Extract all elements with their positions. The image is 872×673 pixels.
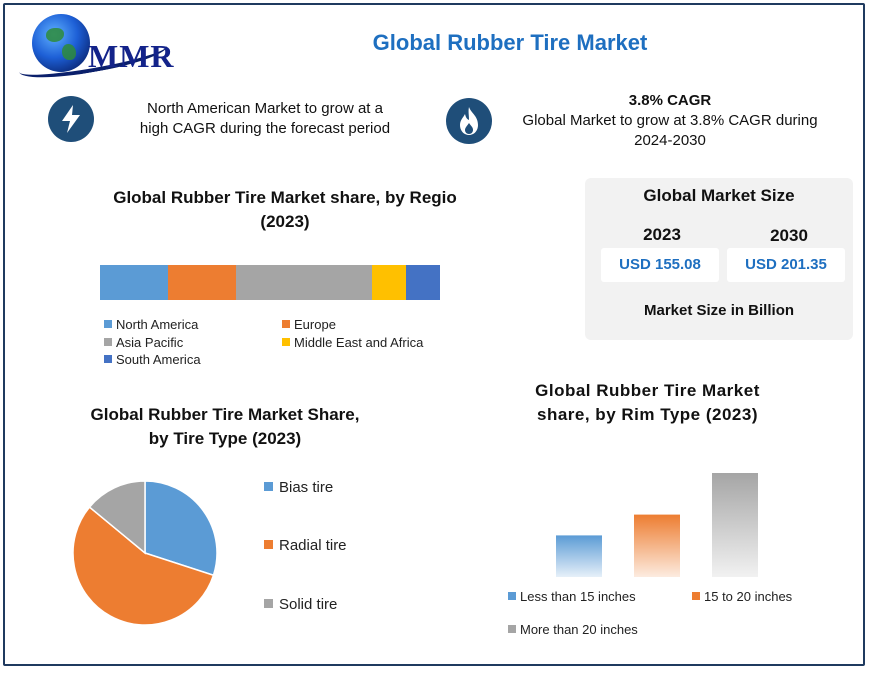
region-bar-segment-asia-pacific <box>236 265 372 300</box>
year-2030-label: 2030 <box>770 226 808 245</box>
region-chart-title: Global Rubber Tire Market share, by Regi… <box>100 186 470 234</box>
infographic-frame <box>3 3 865 666</box>
legend-swatch <box>264 540 273 549</box>
highlight-line: Global Market to grow at 3.8% CAGR durin… <box>522 112 818 129</box>
legend-item-less-than-15-inches: Less than 15 inches <box>508 589 636 604</box>
logo-land-shape <box>62 44 76 60</box>
market-size-footer: Market Size in Billion <box>643 302 795 319</box>
legend-label: More than 20 inches <box>520 622 638 637</box>
title-line: by Tire Type (2023) <box>148 429 302 448</box>
highlight-line: high CAGR during the forecast period <box>139 120 391 137</box>
globe-icon <box>32 14 90 72</box>
cagr-heading: 3.8% CAGR <box>628 92 712 109</box>
value-2023-box: USD 155.08 <box>601 248 719 282</box>
legend-item-north-america: North America <box>104 317 198 332</box>
legend-swatch <box>282 338 290 346</box>
legend-label: Asia Pacific <box>116 335 184 350</box>
region-bar-segment-middle-east-and-africa <box>372 265 406 300</box>
legend-swatch <box>508 625 516 633</box>
legend-swatch <box>104 355 112 363</box>
legend-item-middle-east-and-africa: Middle East and Africa <box>282 335 423 350</box>
legend-swatch <box>104 320 112 328</box>
legend-item-asia-pacific: Asia Pacific <box>104 335 183 350</box>
flame-icon <box>446 98 492 144</box>
rim-type-chart-title: Global Rubber Tire Market share, by Rim … <box>495 379 800 427</box>
rim-type-bar-chart <box>556 473 758 577</box>
legend-label: 15 to 20 inches <box>704 589 793 604</box>
pie-slice-solid-tire <box>88 480 146 555</box>
title-line: Global Rubber Tire Market <box>535 381 760 400</box>
value-2030-box: USD 201.35 <box>727 248 845 282</box>
title-line: share, by Rim Type (2023) <box>537 405 758 424</box>
page-title: Global Rubber Tire Market <box>372 30 648 55</box>
highlight-cagr: 3.8% CAGR Global Market to grow at 3.8% … <box>505 91 835 151</box>
legend-swatch <box>264 599 273 608</box>
legend-item-solid-tire: Solid tire <box>264 596 337 613</box>
legend-label: Radial tire <box>279 537 347 554</box>
legend-item-europe: Europe <box>282 317 336 332</box>
region-bar-segment-europe <box>168 265 236 300</box>
legend-swatch <box>264 482 273 491</box>
legend-label: Solid tire <box>279 596 338 613</box>
year-2023-label: 2023 <box>643 225 681 244</box>
legend-label: Bias tire <box>279 479 334 496</box>
legend-label: North America <box>116 317 199 332</box>
mmr-logo: MMR <box>16 10 188 85</box>
legend-item-15-to-20-inches: 15 to 20 inches <box>692 589 792 604</box>
legend-item-radial-tire: Radial tire <box>264 537 347 554</box>
rim-bar-less-than-15-inches <box>556 535 602 577</box>
rim-bar-15-to-20-inches <box>634 514 680 577</box>
tire-type-pie-chart <box>72 480 218 626</box>
legend-swatch <box>104 338 112 346</box>
logo-land-shape <box>46 28 64 42</box>
legend-label: Europe <box>294 317 336 332</box>
legend-swatch <box>282 320 290 328</box>
logo-text: MMR <box>88 38 175 74</box>
market-size-panel: Global Market Size 2023 2030 USD 155.08 … <box>585 178 853 340</box>
legend-label: Middle East and Africa <box>294 335 424 350</box>
highlight-line: 2024-2030 <box>634 132 706 149</box>
lightning-icon <box>48 96 94 142</box>
region-bar-segment-south-america <box>406 265 440 300</box>
legend-label: Less than 15 inches <box>520 589 636 604</box>
legend-swatch <box>692 592 700 600</box>
pie-slice-bias-tire <box>144 480 218 577</box>
title-line: Global Rubber Tire Market Share, <box>90 405 360 424</box>
legend-swatch <box>508 592 516 600</box>
legend-label: South America <box>116 352 201 367</box>
legend-item-more-than-20-inches: More than 20 inches <box>508 622 638 637</box>
title-line: (2023) <box>260 212 310 231</box>
pie-slice-radial-tire <box>72 506 215 626</box>
legend-item-south-america: South America <box>104 352 201 367</box>
title-line: Global Rubber Tire Market share, by Regi… <box>113 188 457 207</box>
market-size-title: Global Market Size <box>643 186 795 205</box>
highlight-north-america: North American Market to grow at a high … <box>120 99 410 139</box>
region-bar-segment-north-america <box>100 265 168 300</box>
legend-item-bias-tire: Bias tire <box>264 479 333 496</box>
rim-bar-more-than-20-inches <box>712 473 758 577</box>
tire-type-chart-title: Global Rubber Tire Market Share, by Tire… <box>60 403 390 451</box>
highlight-line: North American Market to grow at a <box>147 100 383 117</box>
